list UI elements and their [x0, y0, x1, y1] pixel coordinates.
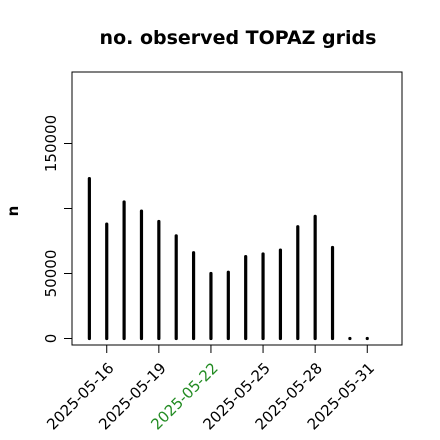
bar-zero — [365, 336, 369, 341]
chart-title: no. observed TOPAZ grids — [100, 27, 377, 49]
y-tick-label: 50000 — [42, 250, 60, 298]
plot-frame — [71, 71, 403, 346]
bars — [87, 177, 369, 341]
y-tick-label: 150000 — [42, 115, 60, 172]
y-tick-label: 0 — [42, 334, 60, 344]
bar-zero — [348, 336, 352, 341]
y-axis-label: n — [4, 206, 22, 217]
x-axis: 2025-05-162025-05-192025-05-222025-05-25… — [43, 345, 378, 433]
y-axis: 0 50000 150000 — [42, 115, 72, 343]
